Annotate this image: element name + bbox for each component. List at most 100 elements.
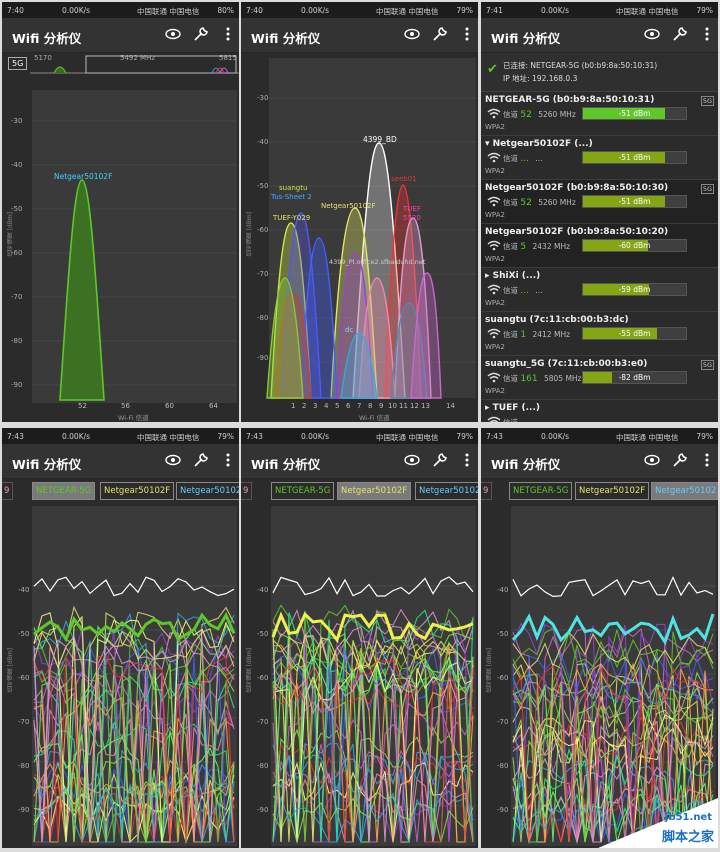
- network-name: NETGEAR-5G (b0:b9:8a:50:10:31): [485, 95, 655, 105]
- x-tick: Netgear50102F: [54, 172, 113, 181]
- signal-history-line: [272, 655, 474, 843]
- signal-dbm: -60 dBm: [618, 241, 651, 250]
- ssid-tab[interactable]: 9: [481, 482, 493, 500]
- x-tick: 2: [302, 402, 307, 410]
- signal-dbm: -55 dBm: [618, 329, 651, 338]
- overflow-menu-icon[interactable]: [459, 26, 475, 42]
- ssid-tab-netgear-5g[interactable]: NETGEAR-5G: [32, 482, 96, 500]
- ssid-tab[interactable]: 9: [2, 482, 14, 500]
- wrench-icon[interactable]: [432, 452, 448, 468]
- band-badge: 5G: [700, 360, 714, 370]
- band-end-freq: 5815: [219, 54, 237, 62]
- signal-history-line: [512, 777, 714, 843]
- ssid-tab-netgear50102[interactable]: Netgear50102: [415, 482, 478, 500]
- channel-number: 1: [520, 330, 527, 340]
- y-tick: -40: [257, 138, 269, 146]
- signal-history-line: [272, 790, 474, 844]
- network-label: Netgear50102F: [321, 202, 376, 210]
- band-overview-minimap[interactable]: [30, 53, 239, 79]
- ssid-tab-netgear-5g[interactable]: NETGEAR-5G: [509, 482, 573, 500]
- network-list-item[interactable]: ▾ Netgear50102F (...) 信道 ... ... WPA2 -51 d…: [481, 136, 718, 180]
- eye-icon[interactable]: [165, 26, 181, 42]
- band-toggle-button[interactable]: 5G: [8, 57, 28, 70]
- channel-info: 信道 ... ...: [503, 285, 543, 296]
- wifi-signal-icon: [487, 372, 501, 383]
- y-tick: -50: [11, 205, 23, 213]
- network-list-item[interactable]: NETGEAR-5G (b0:b9:8a:50:10:31) 信道 52 5260…: [481, 92, 718, 136]
- frequency: 5260 MHz: [538, 110, 576, 119]
- channel-number: 161: [520, 374, 538, 384]
- network-name: ▸ ShiXi (...): [485, 271, 541, 281]
- network-list-item[interactable]: suangtu (7c:11:cb:00:b3:dc) 信道 1 2412 MHz…: [481, 312, 718, 356]
- ssid-tab-netgear50102f[interactable]: Netgear50102F: [100, 482, 175, 500]
- eye-icon[interactable]: [644, 452, 660, 468]
- overflow-menu-icon[interactable]: [459, 452, 475, 468]
- wrench-icon[interactable]: [672, 26, 688, 42]
- eye-icon[interactable]: [404, 26, 420, 42]
- network-label: 5520: [403, 214, 421, 222]
- network-label: Tus-Sheet 2: [271, 193, 312, 201]
- x-tick: 7: [357, 402, 362, 410]
- status-net-speed: 0.00K/s: [301, 6, 330, 15]
- status-carrier: 中国联通 中国电信: [137, 7, 200, 16]
- y-axis-title: 信号强度 [dBm]: [246, 648, 253, 693]
- network-name: ▾ Netgear50102F (...): [485, 139, 593, 149]
- network-list-item[interactable]: suangtu_5G (7c:11:cb:00:b3:e0) 信道 161 580…: [481, 356, 718, 400]
- network-list-item[interactable]: Netgear50102F (b0:b9:8a:50:10:20) 信道 5 24…: [481, 224, 718, 268]
- status-net-speed: 0.00K/s: [62, 6, 91, 15]
- x-tick: 5: [335, 402, 340, 410]
- signal-strength-fill: [583, 240, 648, 251]
- overflow-menu-icon[interactable]: [220, 26, 236, 42]
- wrench-icon[interactable]: [193, 452, 209, 468]
- status-time: 7:43: [246, 432, 263, 441]
- watermark-logo: jb51.net 脚本之家: [598, 798, 718, 848]
- status-carrier: 中国联通 中国电信: [376, 433, 439, 442]
- overflow-menu-icon[interactable]: [699, 452, 715, 468]
- status-carrier: 中国联通 中国电信: [137, 433, 200, 442]
- app-bar: Wifi 分析仪: [241, 18, 478, 53]
- overflow-menu-icon[interactable]: [220, 452, 236, 468]
- ssid-tab-netgear50102[interactable]: Netgear50102: [176, 482, 239, 500]
- encryption-label: WPA2: [485, 255, 505, 263]
- x-axis-title: Wi-Fi 信道: [118, 414, 149, 422]
- signal-history-line: [33, 655, 235, 843]
- signal-history-line: [512, 714, 714, 843]
- x-tick: 11: [399, 402, 408, 410]
- wrench-icon[interactable]: [193, 26, 209, 42]
- wrench-icon[interactable]: [672, 452, 688, 468]
- eye-icon[interactable]: [404, 452, 420, 468]
- signal-history-line: [272, 604, 474, 843]
- app-title: Wifi 分析仪: [251, 31, 321, 46]
- network-list-item[interactable]: ▸ ShiXi (...) 信道 ... ... WPA2 -59 dBm: [481, 268, 718, 312]
- signal-history-line: [272, 659, 474, 843]
- signal-strength-fill: [583, 372, 612, 383]
- ssid-tab-netgear50102f[interactable]: Netgear50102F: [575, 482, 650, 500]
- ssid-tab[interactable]: 9: [241, 482, 253, 500]
- eye-icon[interactable]: [644, 26, 660, 42]
- status-battery: 79%: [696, 6, 713, 15]
- ssid-tab-netgear-5g[interactable]: NETGEAR-5G: [271, 482, 335, 500]
- network-list-item[interactable]: Netgear50102F (b0:b9:8a:50:10:30) 信道 52 5…: [481, 180, 718, 224]
- x-tick: 13: [421, 402, 430, 410]
- network-list-item[interactable]: ▸ TUEF (...) 信道: [481, 400, 718, 422]
- channel-label: 信道: [503, 418, 518, 422]
- x-tick: 14: [446, 402, 455, 410]
- panel-time-graph-1: 7:43 0.00K/s 中国联通 中国电信 79% Wifi 分析仪 9 NE…: [2, 428, 239, 848]
- signal-history-line: [512, 665, 714, 843]
- overflow-menu-icon[interactable]: [699, 26, 715, 42]
- wrench-icon[interactable]: [432, 26, 448, 42]
- y-tick: -70: [18, 718, 30, 726]
- signal-history-line: [33, 612, 235, 843]
- app-title: Wifi 分析仪: [251, 457, 321, 472]
- encryption-label: WPA2: [485, 343, 505, 351]
- y-axis-title: 信号强度 [dBm]: [486, 648, 493, 693]
- eye-icon[interactable]: [165, 452, 181, 468]
- signal-history-line: [512, 703, 714, 843]
- signal-strength-bar: -51 dBm: [582, 151, 687, 164]
- ssid-tab-netgear50102f[interactable]: Netgear50102F: [337, 482, 412, 500]
- ssid-tab-netgear50102[interactable]: Netgear50102: [651, 482, 718, 500]
- wifi-signal-icon: [487, 108, 501, 119]
- x-tick: 52: [78, 402, 87, 410]
- encryption-label: WPA2: [485, 299, 505, 307]
- status-battery: 79%: [456, 6, 473, 15]
